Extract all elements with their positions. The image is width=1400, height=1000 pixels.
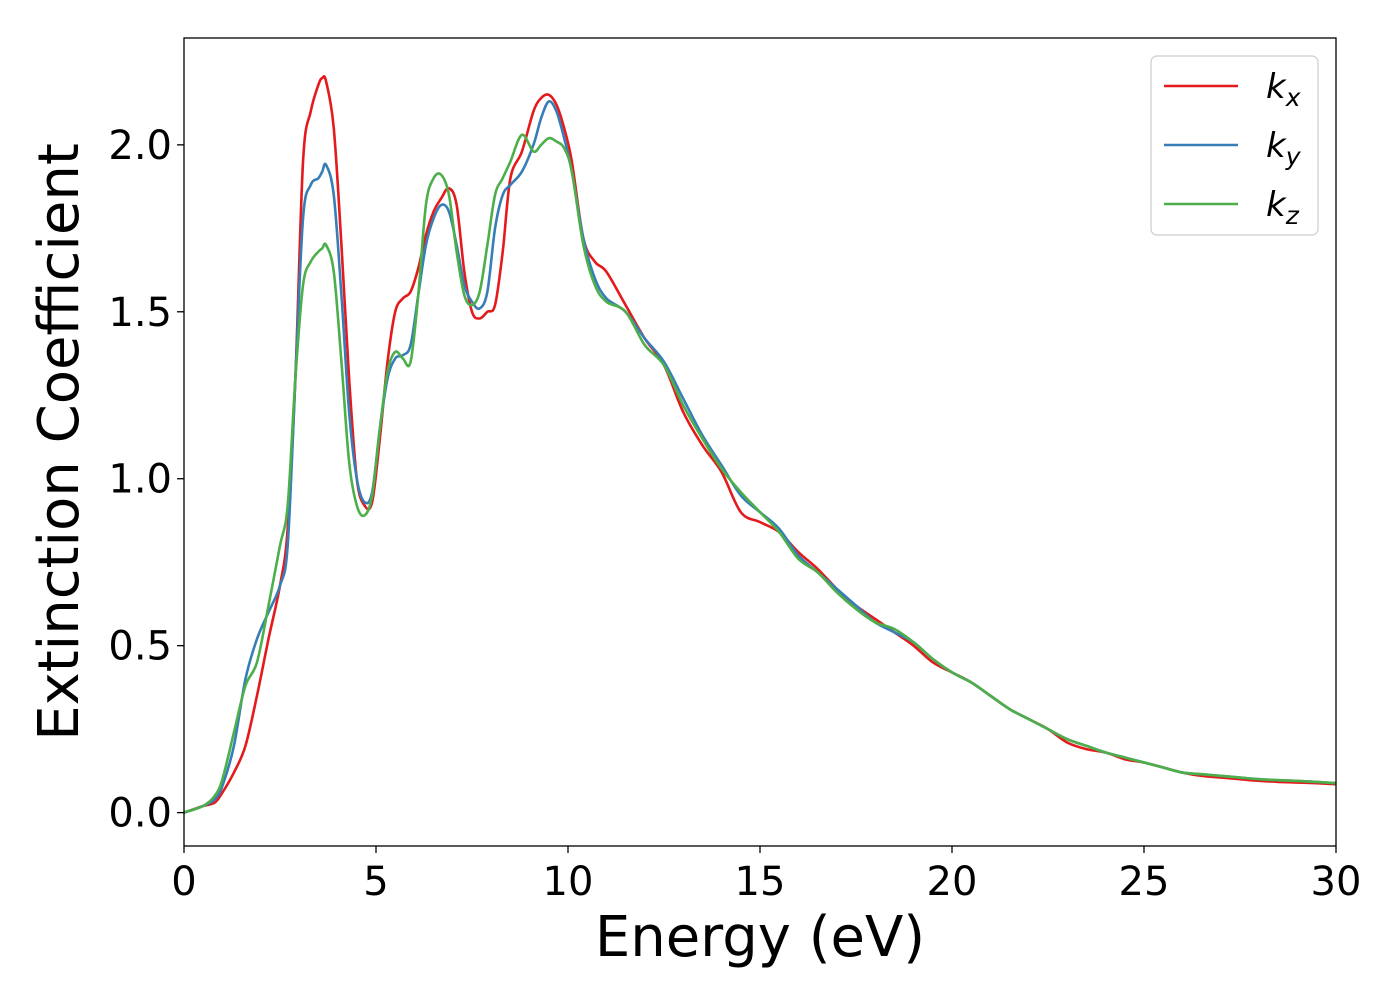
legend-label: kx — [1266, 67, 1301, 112]
x-tick-label: 25 — [1119, 859, 1170, 905]
legend: kx ky kz — [1150, 55, 1319, 236]
x-tick-label: 0 — [171, 859, 196, 905]
x-axis-label: Energy (eV) — [595, 905, 925, 970]
legend-label: ky — [1266, 126, 1302, 171]
x-tick-label: 30 — [1311, 859, 1362, 905]
y-tick-label: 1.5 — [108, 290, 172, 336]
x-tick-label: 10 — [543, 859, 594, 905]
y-tick-label: 2.0 — [108, 123, 172, 169]
x-axis-ticks: 0 5 10 15 20 25 30 — [171, 846, 1361, 905]
y-tick-label: 1.0 — [108, 457, 172, 503]
legend-entries: kx ky kz — [1164, 67, 1302, 230]
series-line-kz — [183, 133, 1337, 814]
y-axis-ticks: 0.0 0.5 1.0 1.5 2.0 — [108, 123, 184, 837]
series-layer — [183, 75, 1337, 814]
x-tick-label: 20 — [927, 859, 978, 905]
legend-label: kz — [1266, 185, 1300, 230]
y-axis-label: Extinction Coefficient — [27, 143, 92, 741]
y-tick-label: 0.0 — [108, 791, 172, 837]
x-tick-label: 15 — [735, 859, 786, 905]
x-tick-label: 5 — [363, 859, 388, 905]
y-tick-label: 0.5 — [108, 624, 172, 670]
